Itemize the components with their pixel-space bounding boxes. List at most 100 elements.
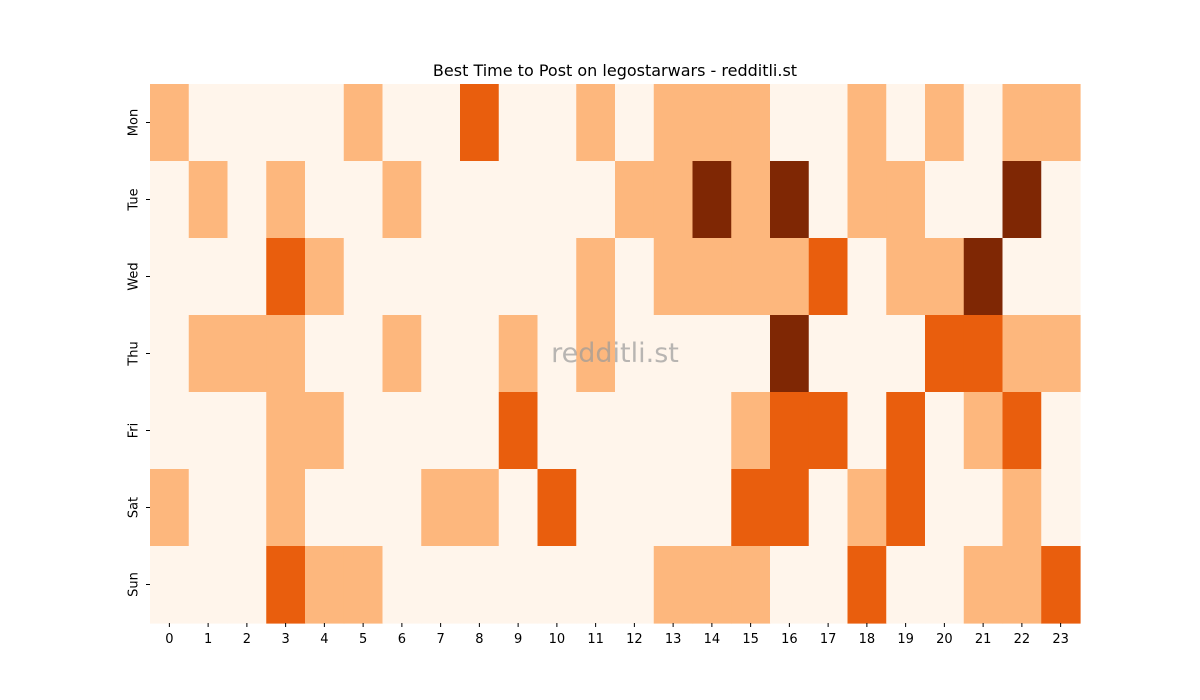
heatmap-cell-sat-21 xyxy=(963,469,1004,547)
heatmap-cell-fri-20 xyxy=(925,392,965,470)
heatmap-cell-thu-8 xyxy=(460,315,500,393)
heatmap-cell-tue-4 xyxy=(305,161,345,239)
heatmap-cell-sun-11 xyxy=(576,546,616,624)
heatmap-cell-thu-18 xyxy=(847,315,887,393)
heatmap-cell-tue-9 xyxy=(498,161,539,239)
heatmap-cell-sat-16 xyxy=(770,469,810,547)
heatmap-cell-sun-10 xyxy=(537,546,577,624)
heatmap-cell-sun-19 xyxy=(886,546,926,624)
heatmap-cell-mon-21 xyxy=(963,84,1004,162)
heatmap-cell-sat-9 xyxy=(498,469,539,547)
heatmap-cell-sat-0 xyxy=(150,469,190,547)
heatmap-cell-thu-7 xyxy=(421,315,461,393)
heatmap-cell-mon-8 xyxy=(460,84,500,162)
x-tick-label-23: 23 xyxy=(1052,632,1069,647)
heatmap-cell-wed-7 xyxy=(421,238,461,316)
heatmap-cell-wed-22 xyxy=(1002,238,1042,316)
heatmap-cell-wed-6 xyxy=(382,238,422,316)
heatmap-cell-fri-17 xyxy=(808,392,849,470)
heatmap-cell-mon-0 xyxy=(150,84,190,162)
watermark: redditli.st xyxy=(551,338,679,369)
heatmap-cell-fri-14 xyxy=(692,392,732,470)
heatmap-cell-mon-9 xyxy=(498,84,539,162)
heatmap-cell-sun-3 xyxy=(266,546,306,624)
heatmap-cell-fri-2 xyxy=(227,392,267,470)
heatmap-cell-sun-14 xyxy=(692,546,732,624)
heatmap-cell-tue-11 xyxy=(576,161,616,239)
heatmap-cell-tue-14 xyxy=(692,161,732,239)
heatmap-cell-tue-17 xyxy=(808,161,849,239)
x-tick-label-22: 22 xyxy=(1014,632,1031,647)
heatmap-cell-mon-10 xyxy=(537,84,577,162)
heatmap-cell-wed-16 xyxy=(770,238,810,316)
y-tick-label-fri: Fri xyxy=(127,423,142,439)
x-tick-label-14: 14 xyxy=(704,632,721,647)
heatmap-cell-fri-10 xyxy=(537,392,577,470)
heatmap-cell-wed-2 xyxy=(227,238,267,316)
heatmap-cell-mon-17 xyxy=(808,84,849,162)
y-tick-label-sat: Sat xyxy=(127,497,142,518)
x-tick-label-10: 10 xyxy=(549,632,566,647)
heatmap-cell-sun-12 xyxy=(615,546,655,624)
x-tick-label-13: 13 xyxy=(665,632,682,647)
heatmap-cell-thu-9 xyxy=(498,315,539,393)
heatmap-cell-wed-10 xyxy=(537,238,577,316)
heatmap-cell-tue-10 xyxy=(537,161,577,239)
heatmap-cell-tue-5 xyxy=(343,161,384,239)
heatmap-cell-mon-3 xyxy=(266,84,306,162)
heatmap-cell-wed-4 xyxy=(305,238,345,316)
x-tick-label-18: 18 xyxy=(859,632,876,647)
heatmap-cell-mon-6 xyxy=(382,84,422,162)
heatmap-cell-wed-13 xyxy=(653,238,694,316)
heatmap-cell-mon-7 xyxy=(421,84,461,162)
heatmap-cell-mon-2 xyxy=(227,84,267,162)
heatmap-cell-thu-0 xyxy=(150,315,190,393)
heatmap-cell-sat-18 xyxy=(847,469,887,547)
heatmap-cell-mon-5 xyxy=(343,84,384,162)
heatmap-cell-wed-18 xyxy=(847,238,887,316)
heatmap-cell-sat-4 xyxy=(305,469,345,547)
heatmap-cell-sun-16 xyxy=(770,546,810,624)
x-axis: 0 1 2 3 4 5 6 7 8 9 10 11 12 13 14 15 16 17 18 19 20 21 22 23 xyxy=(165,623,1069,647)
x-tick-label-6: 6 xyxy=(398,632,406,647)
heatmap-cell-sun-18 xyxy=(847,546,887,624)
heatmap-cell-sat-1 xyxy=(188,469,229,547)
y-tick-label-sun: Sun xyxy=(127,572,142,597)
heatmap-cell-mon-19 xyxy=(886,84,926,162)
heatmap-cell-fri-18 xyxy=(847,392,887,470)
heatmap-cell-tue-15 xyxy=(731,161,771,239)
heatmap-cell-tue-23 xyxy=(1041,161,1081,239)
x-tick-label-20: 20 xyxy=(936,632,953,647)
heatmap-cell-fri-22 xyxy=(1002,392,1042,470)
heatmap-cell-tue-21 xyxy=(963,161,1004,239)
heatmap-cell-sun-0 xyxy=(150,546,190,624)
y-tick-label-tue: Tue xyxy=(127,188,142,211)
heatmap-cell-mon-16 xyxy=(770,84,810,162)
heatmap-cell-fri-6 xyxy=(382,392,422,470)
heatmap-cell-thu-12 xyxy=(615,315,655,393)
heatmap-cell-thu-3 xyxy=(266,315,306,393)
heatmap-cell-wed-17 xyxy=(808,238,849,316)
heatmap-cell-wed-11 xyxy=(576,238,616,316)
heatmap-cell-sat-12 xyxy=(615,469,655,547)
x-tick-label-4: 4 xyxy=(320,632,328,647)
x-tick-label-8: 8 xyxy=(475,632,483,647)
heatmap-cell-sun-13 xyxy=(653,546,694,624)
heatmap-cell-sat-3 xyxy=(266,469,306,547)
heatmap-cell-fri-23 xyxy=(1041,392,1081,470)
heatmap-cell-sun-5 xyxy=(343,546,384,624)
y-tick-label-mon: Mon xyxy=(127,109,142,136)
heatmap-cell-sat-22 xyxy=(1002,469,1042,547)
heatmap-cell-fri-9 xyxy=(498,392,539,470)
heatmap-cell-wed-12 xyxy=(615,238,655,316)
heatmap-cell-thu-19 xyxy=(886,315,926,393)
heatmap-cell-sun-21 xyxy=(963,546,1004,624)
x-tick-label-12: 12 xyxy=(626,632,643,647)
heatmap-cell-tue-7 xyxy=(421,161,461,239)
heatmap-cell-tue-8 xyxy=(460,161,500,239)
heatmap-cell-fri-19 xyxy=(886,392,926,470)
heatmap-cell-wed-1 xyxy=(188,238,229,316)
heatmap-cell-tue-1 xyxy=(188,161,229,239)
heatmap-cell-sat-14 xyxy=(692,469,732,547)
heatmap-cell-tue-0 xyxy=(150,161,190,239)
